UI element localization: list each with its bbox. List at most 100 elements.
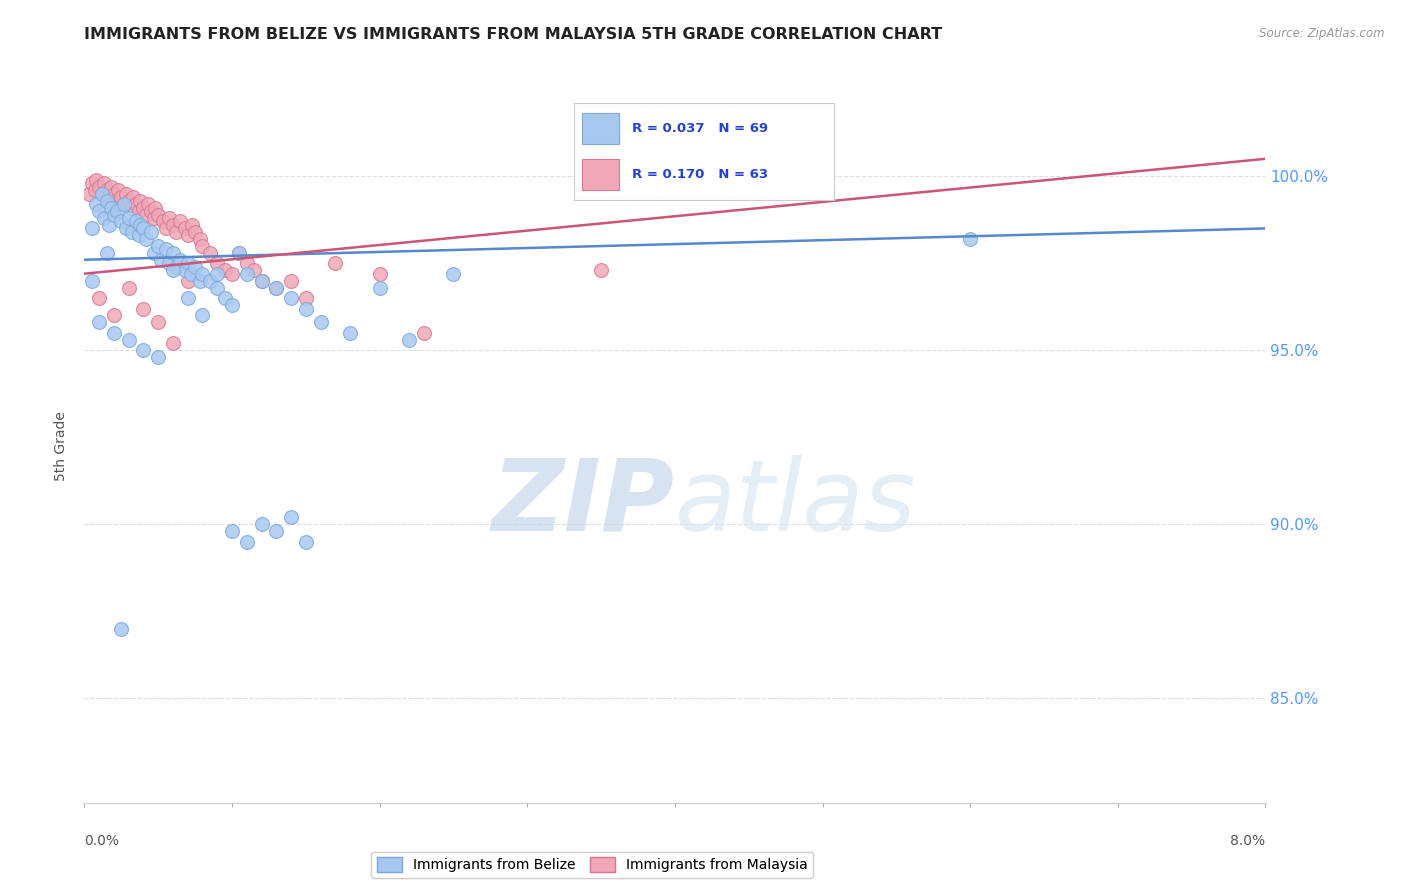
Point <box>112 197 135 211</box>
Point <box>150 252 173 267</box>
Point <box>148 239 170 253</box>
Point <box>114 221 136 235</box>
Point <box>93 211 115 225</box>
Point <box>184 260 207 274</box>
Point <box>188 274 211 288</box>
Point <box>118 211 141 225</box>
Point <box>121 201 143 215</box>
Text: atlas: atlas <box>675 455 917 551</box>
Point <box>214 263 236 277</box>
Point <box>96 194 118 208</box>
Point <box>98 218 121 232</box>
Point <box>250 517 273 532</box>
Point <box>295 534 318 549</box>
Point <box>280 291 302 305</box>
Point <box>80 221 103 235</box>
Point <box>339 326 361 340</box>
Point <box>118 194 141 208</box>
Point <box>112 197 135 211</box>
Point <box>132 301 155 316</box>
Point <box>125 214 148 228</box>
Point <box>591 263 613 277</box>
Point <box>125 197 148 211</box>
Point <box>96 183 118 197</box>
Point <box>177 274 200 288</box>
Point <box>77 186 100 201</box>
Point <box>96 245 118 260</box>
Point <box>250 274 273 288</box>
Point <box>243 263 266 277</box>
Point <box>135 207 157 221</box>
Point <box>132 221 155 235</box>
Point <box>105 204 128 219</box>
Point <box>129 194 152 208</box>
Point <box>100 201 122 215</box>
Text: 0.0%: 0.0% <box>84 834 120 848</box>
Point <box>198 245 221 260</box>
Point <box>155 221 177 235</box>
Point <box>84 172 107 186</box>
Point <box>132 343 155 358</box>
Point <box>214 291 236 305</box>
Point <box>121 225 143 239</box>
Point <box>139 225 162 239</box>
Point <box>110 214 132 228</box>
Point <box>157 211 180 225</box>
Point <box>91 186 114 201</box>
Point <box>173 263 195 277</box>
Point <box>236 256 259 270</box>
Point <box>165 225 187 239</box>
Point <box>148 315 170 329</box>
Point <box>84 197 107 211</box>
Point <box>118 333 141 347</box>
Point <box>142 245 165 260</box>
Point <box>368 267 391 281</box>
Point <box>162 218 184 232</box>
Point <box>198 274 221 288</box>
Point <box>228 245 250 260</box>
Point <box>110 190 132 204</box>
Point <box>398 333 420 347</box>
Point <box>413 326 436 340</box>
Point <box>110 622 132 636</box>
Point <box>162 263 184 277</box>
Point <box>221 524 243 539</box>
Point <box>100 179 122 194</box>
Point <box>162 245 184 260</box>
Point <box>89 179 111 194</box>
Point <box>157 256 180 270</box>
Point <box>103 207 125 221</box>
Point <box>177 228 200 243</box>
Point <box>236 267 259 281</box>
Point <box>103 326 125 340</box>
Legend: Immigrants from Belize, Immigrants from Malaysia: Immigrants from Belize, Immigrants from … <box>371 852 813 878</box>
Point <box>959 232 981 246</box>
Point <box>89 315 111 329</box>
Point <box>143 201 166 215</box>
Point <box>295 291 318 305</box>
Point <box>264 280 288 294</box>
Point <box>93 176 115 190</box>
Point <box>139 204 162 219</box>
Point <box>205 267 228 281</box>
Point <box>169 214 191 228</box>
Point <box>368 280 391 294</box>
Point <box>135 232 157 246</box>
Point <box>148 207 170 221</box>
Point <box>89 291 111 305</box>
Text: ZIP: ZIP <box>492 455 675 551</box>
Point <box>280 510 302 524</box>
Point <box>441 267 464 281</box>
Point <box>103 186 125 201</box>
Point <box>221 267 243 281</box>
Point <box>191 239 214 253</box>
Point <box>83 183 105 197</box>
Point <box>181 218 204 232</box>
Point <box>89 204 111 219</box>
Point <box>250 274 273 288</box>
Point <box>205 280 228 294</box>
Point <box>136 197 159 211</box>
Point <box>128 228 150 243</box>
Point <box>184 225 207 239</box>
Point <box>162 336 184 351</box>
